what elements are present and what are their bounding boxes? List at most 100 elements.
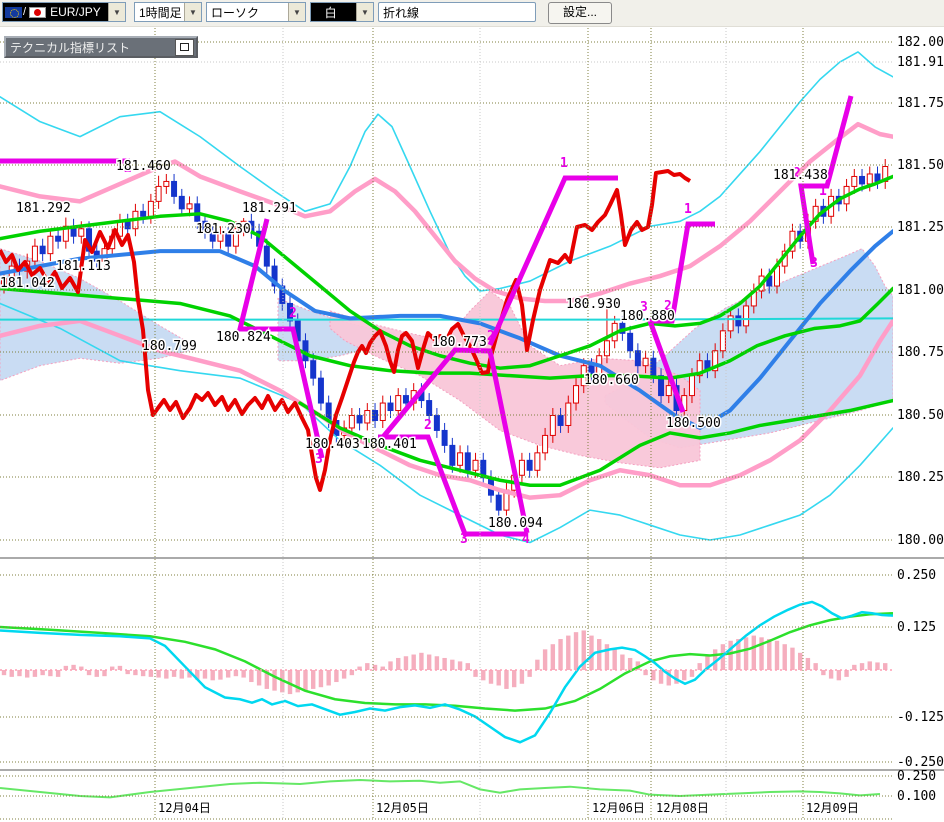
macd-histogram-bar [71,664,76,670]
macd-histogram-bar [357,666,362,670]
bollinger-upper-2sigma [0,121,893,304]
price-mark-label: 180.403 [305,437,360,452]
background-color-select[interactable]: 白 ▼ [310,2,374,22]
date-axis-label: 12月05日 [376,801,429,815]
zigzag-annotation [487,175,618,347]
candle-down [263,245,270,267]
macd-histogram-bar [643,670,648,676]
macd-histogram-bar [24,670,30,678]
macd-histogram-bar [651,670,656,681]
zigzag-annotation [236,218,325,459]
macd-histogram-bar [759,637,764,670]
macd-histogram-bar [805,657,811,670]
macd-histogram-bar [465,663,470,670]
macd-histogram-bar [140,670,146,677]
chevron-down-icon[interactable]: ▼ [108,3,125,21]
candle-down [526,459,533,471]
wave-number-label: 1 [684,202,692,217]
price-axis-label: 182.00 [897,35,944,50]
macd-histogram-bar [233,670,239,677]
background-color-label: 白 [324,5,337,20]
price-axis-label: 180.75 [897,345,944,360]
macd-histogram-bar [597,639,602,670]
macd-histogram-bar [249,670,254,683]
macd-histogram-bar [488,670,494,684]
macd-histogram-bar [604,644,610,670]
axes: 182.00 181.910 181.75 181.50 181.25 181.00 180… [158,35,944,815]
candle-down [627,332,634,352]
macd-line [0,600,893,744]
zigzag-annotation [798,95,854,265]
macd-histogram-bar [689,670,695,677]
candle-up [696,360,703,377]
price-axis-label: -0.250 [897,755,944,770]
macd-histogram-bar [419,652,424,670]
wave-number-label: 3 [315,452,323,467]
macd-histogram-bar [712,649,718,670]
gridlines [0,28,944,820]
flag-separator: / [23,6,27,18]
macd-histogram-bar [736,639,741,670]
sub-indicator-panel [0,779,881,799]
chevron-down-icon[interactable]: ▼ [288,3,305,21]
macd-histogram-bar [790,647,795,670]
macd-histogram-bar [473,670,478,677]
price-axis-label: 181.25 [897,220,944,235]
chart-type-select[interactable]: ローソク ▼ [206,2,306,22]
settings-button[interactable]: 設定... [548,2,612,24]
macd-histogram-bar [558,639,563,670]
candle-down [433,415,440,431]
bollinger-upper-3sigma [0,51,893,292]
macd-histogram-bar [457,661,463,670]
macd-histogram-bar [705,656,710,670]
macd-histogram-bar [225,670,231,678]
candle-down [171,180,178,197]
candle-down [658,375,665,397]
ma-green-lower [298,398,893,487]
macd-histogram-bar [372,664,378,670]
restore-window-icon[interactable] [175,38,194,56]
macd-histogram-bar [828,670,834,679]
macd-histogram-bar [535,659,540,670]
macd-histogram-bar [218,670,223,680]
price-axis-label: 180.25 [897,470,944,485]
wave-number-label: 1 [560,156,568,171]
candle-down [387,402,394,412]
macd-histogram-bar [875,662,880,670]
candle-down [287,302,294,322]
candle-up [642,357,649,367]
macd-histogram-bar [581,630,586,670]
wave-number-label: 1 [819,184,827,199]
macd-histogram-bar [110,666,115,670]
price-mark-label: 180.880 [620,309,675,324]
macd-histogram-bar [48,670,53,677]
currency-pair-select[interactable]: / EUR/JPY ▼ [2,2,126,22]
macd-histogram-bar [341,670,347,679]
price-mark-label: 180.824 [216,330,271,345]
chevron-down-icon[interactable]: ▼ [184,3,201,21]
candle-down [634,350,641,367]
candle-up [573,385,580,404]
macd-histogram-bar [774,640,780,670]
macd-histogram-bar [164,670,169,679]
price-mark-label: 181.113 [56,259,111,274]
candle-down [201,220,208,232]
chevron-down-icon[interactable]: ▼ [355,3,373,21]
date-axis-label: 12月04日 [158,801,211,815]
macd-histogram-bar [396,657,401,670]
technical-indicator-list-panel[interactable]: テクニカル指標リスト [4,36,198,58]
wave-number-label: 2 [487,329,495,344]
candle-up [186,203,193,210]
price-mark-label: 180.799 [142,339,197,354]
line-style-input[interactable] [378,2,536,22]
candle-up [565,402,572,426]
price-mark-label: 180.660 [584,373,639,388]
macd-histogram-bar [148,670,154,677]
price-axis-label: 181.50 [897,158,944,173]
macd-histogram-bar [79,666,84,670]
eu-flag-icon [5,6,22,18]
timeframe-select[interactable]: 1時間足 ▼ [134,2,202,22]
macd-panel [0,600,893,744]
macd-histogram-bar [496,670,501,686]
